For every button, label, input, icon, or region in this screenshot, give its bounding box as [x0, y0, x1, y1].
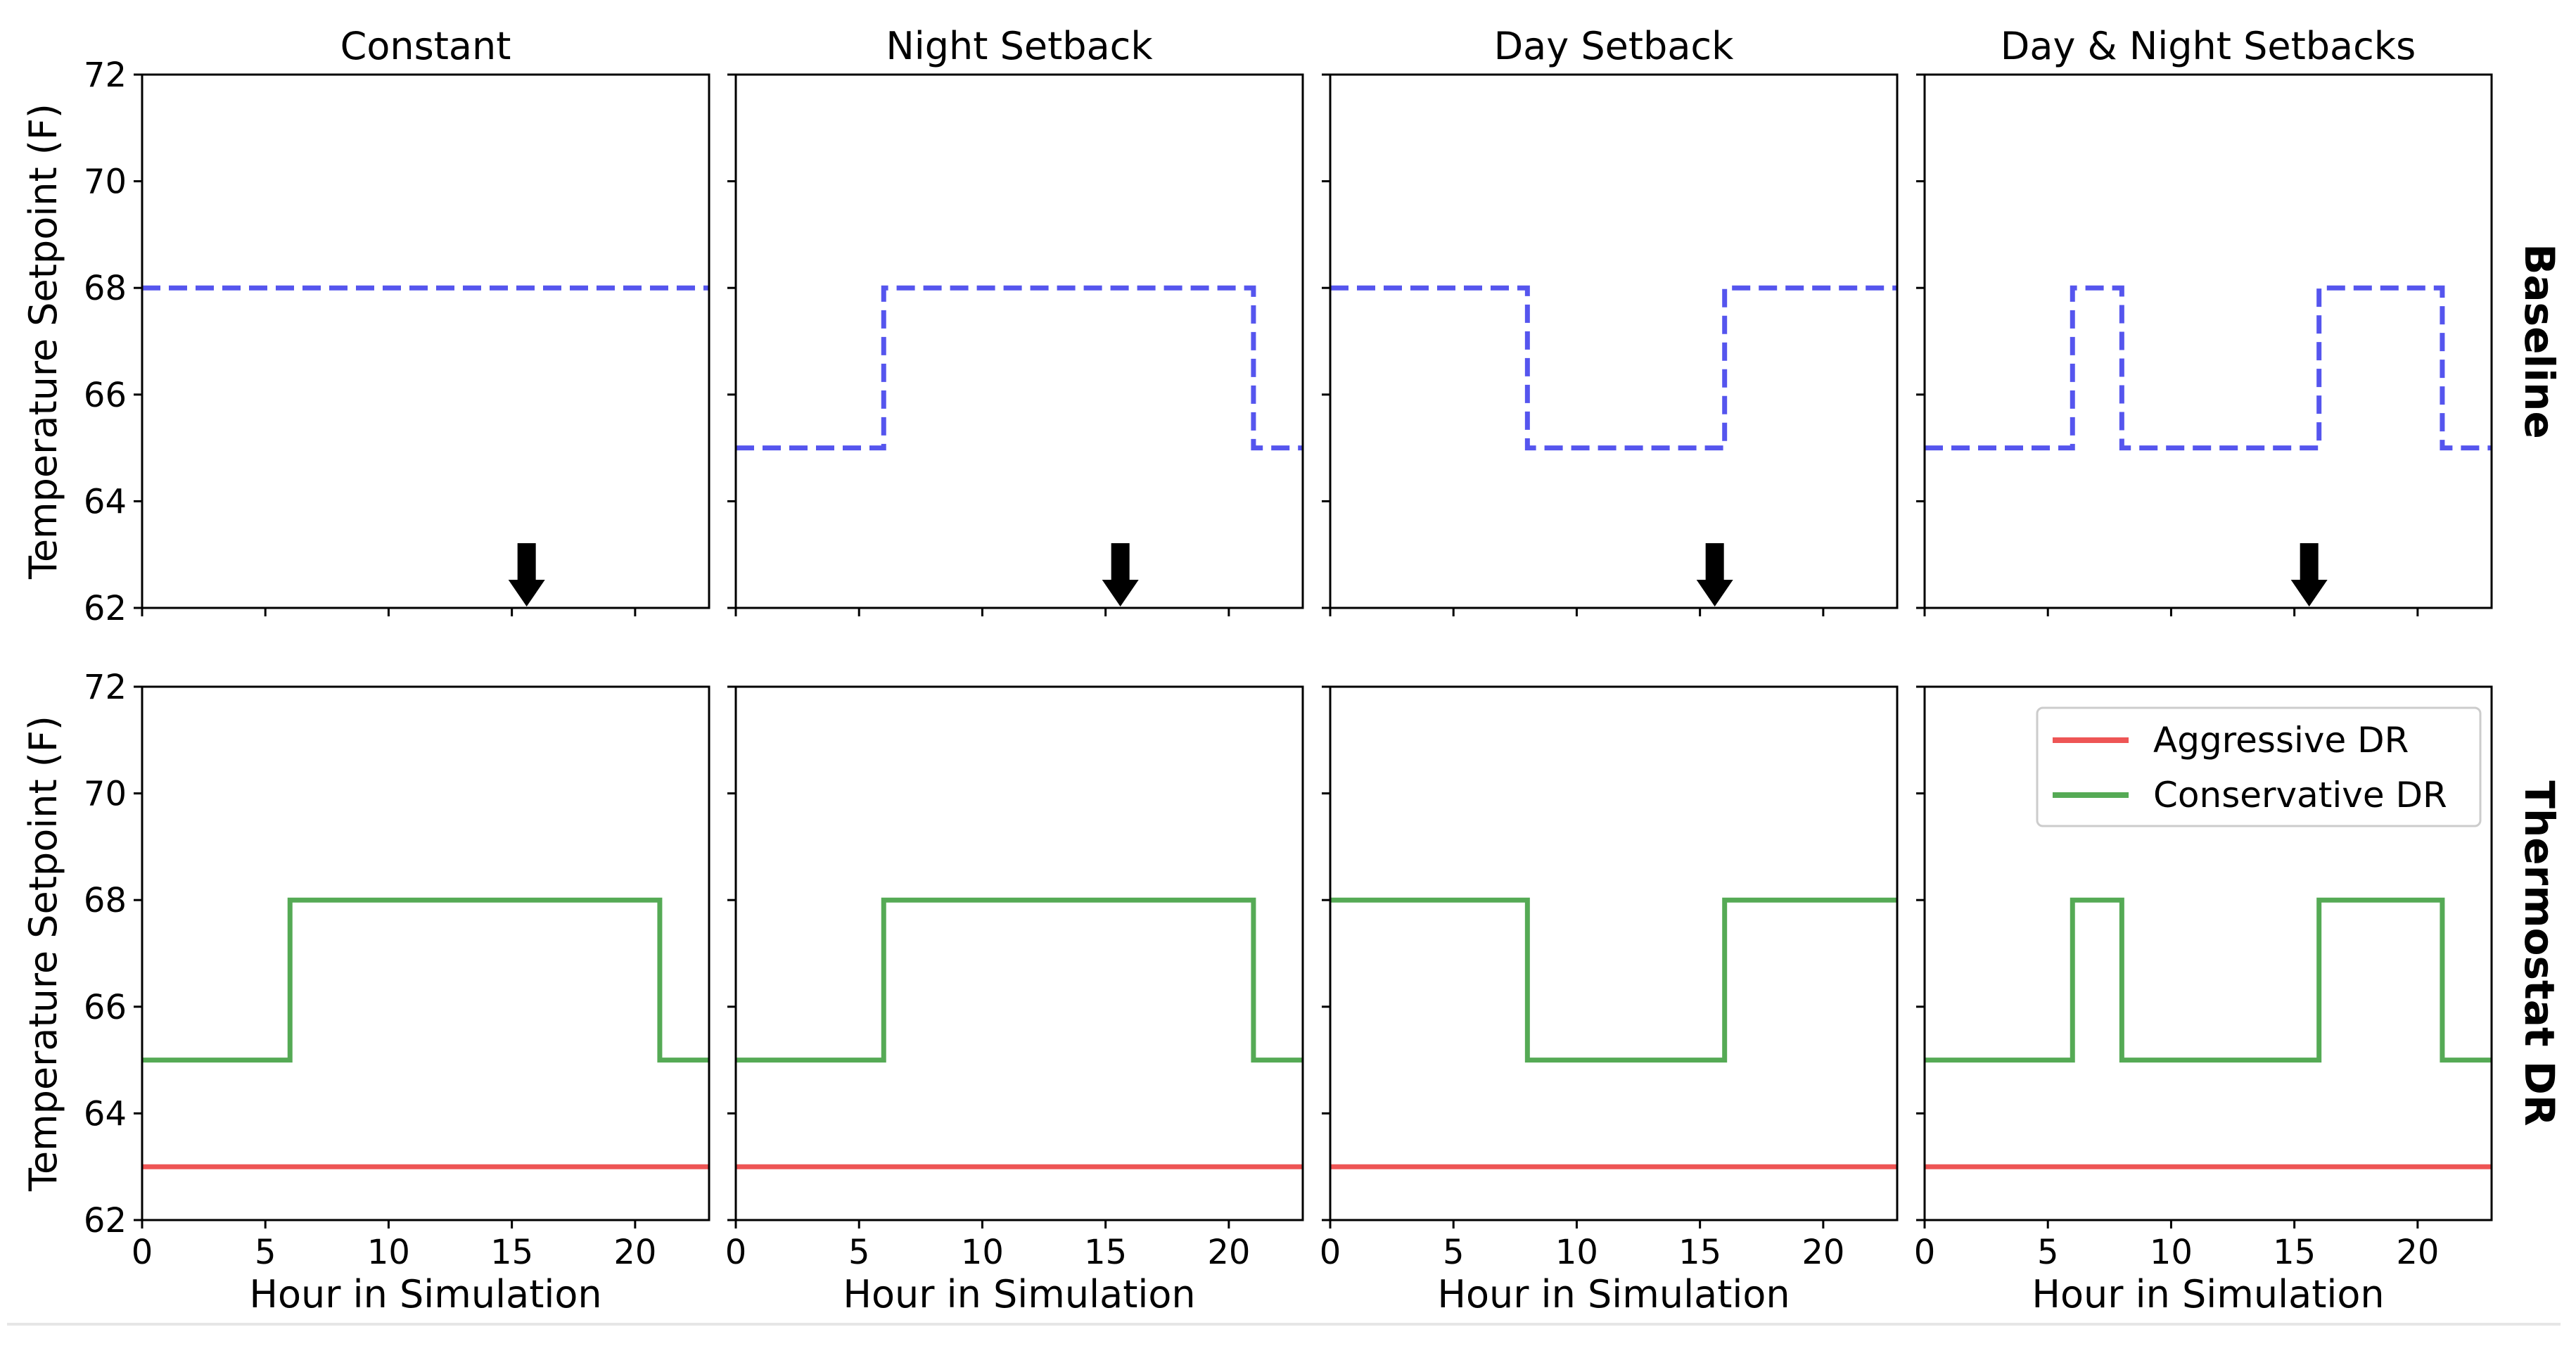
dr-event-arrow-icon [508, 543, 545, 607]
panel-thermostat-dr-0: 62 64 66 68 70 72 0 5 10 15 20 Hour in Simulation Te… [21, 668, 710, 1316]
x-tick-label: 5 [1443, 1233, 1465, 1272]
series-baseline-line [1925, 285, 2492, 451]
x-tick-label: 5 [255, 1233, 276, 1272]
x-tick-label: 15 [2273, 1233, 2316, 1272]
series-conservative-dr-line [1330, 897, 1897, 1063]
plot-frame [1923, 685, 2493, 1221]
x-tick-label: 0 [132, 1233, 153, 1272]
series-baseline-line [1330, 285, 1897, 451]
series-conservative-dr-line [1925, 897, 2492, 1063]
y-tick-label: 62 [84, 589, 127, 628]
row-title: Thermostat DR [2516, 780, 2563, 1126]
x-tick-label: 20 [613, 1233, 656, 1272]
legend: Aggressive DR Conservative DR [2036, 706, 2482, 827]
x-tick-label: 15 [490, 1233, 533, 1272]
plot-frame [1329, 685, 1899, 1221]
x-tick-label: 10 [961, 1233, 1004, 1272]
column-title: Day & Night Setbacks [2001, 24, 2416, 68]
panel-thermostat-dr-3: 0 5 10 15 20 Hour in Simulation Thermostat DR A… [1914, 685, 2563, 1316]
y-tick-label: 72 [84, 56, 127, 95]
x-tick-label: 15 [1084, 1233, 1127, 1272]
y-tick-label: 70 [84, 775, 127, 814]
column-title: Night Setback [886, 24, 1153, 68]
legend-label: Conservative DR [2153, 775, 2447, 815]
plot-frame [141, 73, 710, 609]
x-tick-label: 20 [1207, 1233, 1250, 1272]
y-tick-label: 66 [84, 376, 127, 415]
panel-thermostat-dr-2: 0 5 10 15 20 Hour in Simulation [1320, 685, 1899, 1316]
x-tick-label: 10 [1555, 1233, 1598, 1272]
series-conservative-dr-line [142, 897, 709, 1063]
x-tick-label: 20 [1802, 1233, 1844, 1272]
dr-event-arrow-icon [1102, 543, 1139, 607]
panel-baseline-1: Night Setback [727, 24, 1304, 616]
plot-frame [141, 685, 710, 1221]
x-tick-label: 5 [848, 1233, 870, 1272]
x-tick-label: 0 [725, 1233, 747, 1272]
x-axis-label: Hour in Simulation [843, 1272, 1195, 1316]
y-tick-label: 66 [84, 988, 127, 1027]
x-axis-label: Hour in Simulation [1437, 1272, 1790, 1316]
x-tick-label: 15 [1678, 1233, 1721, 1272]
y-axis-label: Temperature Setpoint (F) [21, 716, 65, 1192]
y-tick-label: 64 [84, 482, 127, 521]
column-title: Day Setback [1494, 24, 1735, 68]
panel-baseline-3: Day & Night Setbacks Baseline [1916, 24, 2563, 616]
x-tick-label: 5 [2037, 1233, 2059, 1272]
y-tick-label: 64 [84, 1094, 127, 1134]
panel-baseline-0: 62 64 66 68 70 72 Constant Temperature Setpoint… [21, 24, 710, 628]
legend-box [2036, 706, 2482, 827]
x-tick-label: 10 [2150, 1233, 2193, 1272]
series-conservative-dr-line [736, 897, 1303, 1063]
y-axis-label: Temperature Setpoint (F) [21, 103, 65, 580]
plot-frame [1329, 73, 1899, 609]
panel-thermostat-dr-1: 0 5 10 15 20 Hour in Simulation [725, 685, 1304, 1316]
y-tick-label: 72 [84, 668, 127, 707]
y-tick-label: 70 [84, 163, 127, 202]
dr-event-arrow-icon [2290, 543, 2328, 607]
plot-frame [734, 685, 1304, 1221]
legend-label: Aggressive DR [2153, 720, 2409, 761]
x-axis-label: Hour in Simulation [249, 1272, 601, 1316]
y-tick-label: 68 [84, 269, 127, 308]
x-tick-label: 0 [1914, 1233, 1936, 1272]
panel-baseline-2: Day Setback [1322, 24, 1899, 616]
x-tick-label: 0 [1320, 1233, 1341, 1272]
dr-event-arrow-icon [1696, 543, 1733, 607]
x-tick-label: 20 [2396, 1233, 2439, 1272]
y-tick-label: 68 [84, 881, 127, 920]
series-baseline-line [736, 285, 1303, 451]
bottom-divider [7, 1323, 2561, 1326]
column-title: Constant [340, 24, 511, 68]
x-tick-label: 10 [367, 1233, 410, 1272]
row-title: Baseline [2516, 243, 2563, 439]
plot-frame [734, 73, 1304, 609]
x-axis-label: Hour in Simulation [2032, 1272, 2384, 1316]
plot-frame [1923, 73, 2493, 609]
y-tick-label: 62 [84, 1201, 127, 1240]
